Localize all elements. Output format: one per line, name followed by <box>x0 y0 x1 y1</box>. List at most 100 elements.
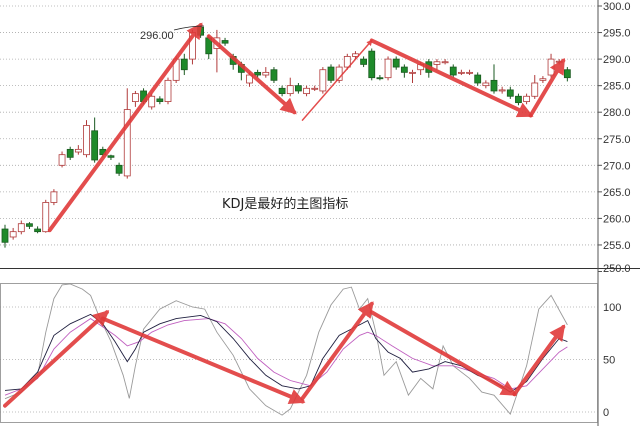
candle-body <box>466 71 473 74</box>
candle-body <box>392 58 400 68</box>
candle-body <box>221 40 229 44</box>
candle-body <box>441 61 449 64</box>
candle-body <box>180 58 188 71</box>
down-candle <box>156 96 164 105</box>
up-candle <box>531 75 539 99</box>
down-candle <box>34 226 41 234</box>
price-tick-label: 260.0 <box>603 213 631 225</box>
candle-body <box>376 77 384 80</box>
down-candle <box>360 56 368 68</box>
candle-body <box>449 66 457 76</box>
candle-body <box>262 71 270 76</box>
price-tick-label: 275.0 <box>603 134 631 146</box>
trend-arrow <box>528 57 566 118</box>
trend-arrow <box>3 310 110 408</box>
candle-body <box>164 79 172 102</box>
trend-arrow <box>300 301 374 401</box>
candle-body <box>254 71 262 76</box>
candles <box>1 26 571 248</box>
up-candle <box>213 29 221 73</box>
down-candle <box>115 162 123 176</box>
up-candle <box>42 199 50 233</box>
up-candle <box>17 220 25 235</box>
up-candle <box>311 85 319 91</box>
kdj-tick-label: 100 <box>603 302 621 314</box>
candle-body <box>1 228 9 243</box>
candle-body <box>17 223 25 233</box>
price-tick-label: 300.0 <box>603 1 631 13</box>
price-trend-arrows <box>47 22 566 233</box>
candle-body <box>515 95 522 104</box>
candle-body <box>490 79 498 92</box>
down-candle <box>107 154 115 160</box>
candle-body <box>148 95 156 108</box>
candle-body <box>107 155 115 158</box>
candle-body <box>58 154 66 166</box>
candle-body <box>547 58 555 76</box>
kdj-tick-label: 50 <box>603 355 615 367</box>
candle-body <box>433 61 441 65</box>
price-tick-label: 295.0 <box>603 28 631 40</box>
up-candle <box>58 151 66 168</box>
trend-arrow <box>369 310 518 397</box>
down-candle <box>506 86 514 99</box>
up-candle <box>131 90 139 107</box>
trend-arrow <box>206 34 297 115</box>
down-candle <box>400 64 408 78</box>
down-candle <box>327 64 335 83</box>
candle-body <box>311 87 319 90</box>
up-candle <box>441 59 449 65</box>
peak-label-leader <box>173 25 205 31</box>
up-candle <box>539 76 547 83</box>
up-candle <box>523 93 530 105</box>
candle-body <box>457 71 465 74</box>
up-candle <box>433 59 441 70</box>
peak-price-label: 296.00 <box>140 30 174 42</box>
down-candle <box>294 82 302 94</box>
price-tick-label: 285.0 <box>603 81 631 93</box>
trend-arrow <box>100 316 306 404</box>
trend-arrow <box>369 38 534 118</box>
up-candle <box>50 189 58 206</box>
candle-body <box>563 69 571 79</box>
down-candle <box>376 75 384 81</box>
candle-body <box>474 74 482 84</box>
candle-body <box>123 109 131 177</box>
candle-body <box>368 50 376 79</box>
kdj-axis: 100 50 0 <box>603 302 621 419</box>
price-tick-label: 270.0 <box>603 160 631 172</box>
candle-body <box>506 89 514 97</box>
candle-body <box>400 66 408 73</box>
candle-body <box>156 98 164 102</box>
candle-body <box>278 87 286 95</box>
up-candle <box>9 227 17 240</box>
up-candle <box>74 145 82 155</box>
candle-body <box>131 93 139 102</box>
candle-body <box>539 78 547 81</box>
candle-body <box>384 58 392 79</box>
candle-body <box>319 69 327 92</box>
down-candle <box>26 222 33 230</box>
candle-body <box>115 164 123 174</box>
kdj-tick-label: 0 <box>603 407 609 419</box>
candle-body <box>286 85 294 95</box>
price-axis: 300.0 295.0 290.0 285.0 280.0 275.0 270.0 265.0… <box>598 1 631 275</box>
down-candle <box>515 93 522 106</box>
up-candle <box>482 80 490 89</box>
down-candle <box>449 64 457 78</box>
candle-body <box>50 191 58 203</box>
candle-body <box>34 228 41 233</box>
kdj-trend-arrows <box>3 301 566 408</box>
candle-body <box>327 66 335 81</box>
down-candle <box>490 64 498 94</box>
candle-body <box>66 148 74 158</box>
up-candle <box>83 120 90 158</box>
up-candle <box>457 69 465 76</box>
price-tick-label: 255.0 <box>603 240 631 252</box>
price-tick-label: 280.0 <box>603 107 631 119</box>
trend-arrow <box>47 22 203 233</box>
candle-body <box>83 125 90 156</box>
up-candle <box>498 86 506 94</box>
down-candle <box>278 85 286 97</box>
